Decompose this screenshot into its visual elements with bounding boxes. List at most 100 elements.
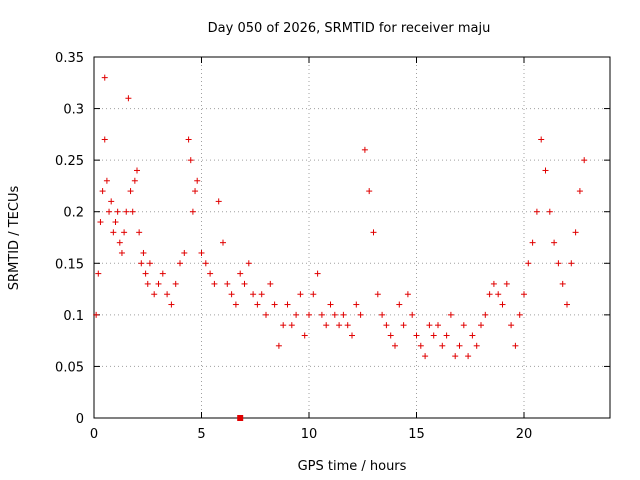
data-point — [108, 198, 115, 205]
y-tick-label: 0.15 — [55, 257, 84, 272]
data-point — [142, 270, 149, 277]
data-point — [374, 291, 381, 298]
data-point — [413, 332, 420, 339]
data-point — [187, 157, 194, 164]
x-axis-label: GPS time / hours — [298, 459, 407, 474]
data-point — [258, 291, 265, 298]
data-point — [228, 291, 235, 298]
data-point — [293, 311, 300, 318]
data-point — [211, 280, 218, 287]
data-point — [116, 239, 123, 246]
data-point — [280, 322, 287, 329]
y-tick-label: 0.05 — [55, 360, 84, 375]
chart-title: Day 050 of 2026, SRMTID for receiver maj… — [208, 21, 491, 36]
data-point — [529, 239, 536, 246]
data-point — [495, 291, 502, 298]
plot-area-border — [93, 56, 611, 419]
data-point — [546, 208, 553, 215]
data-point — [533, 208, 540, 215]
x-tick-label: 0 — [90, 427, 98, 442]
x-tick-label: 15 — [408, 427, 425, 442]
data-point — [404, 291, 411, 298]
data-point — [151, 291, 158, 298]
data-point — [490, 280, 497, 287]
data-point — [443, 332, 450, 339]
data-point — [564, 301, 570, 308]
data-point — [288, 322, 295, 329]
y-tick-label: 0 — [76, 412, 84, 427]
data-point — [512, 342, 519, 349]
y-tick-label: 0.2 — [63, 206, 84, 221]
data-point — [101, 74, 108, 81]
data-point — [473, 342, 480, 349]
data-point — [503, 280, 510, 287]
y-axis: 0 0.05 0.1 0.15 0.2 0.25 0.3 0.35 — [55, 51, 610, 427]
data-point — [127, 188, 134, 195]
outlier-point — [237, 415, 244, 421]
data-point — [559, 280, 566, 287]
data-point — [349, 332, 355, 339]
data-point — [344, 322, 351, 329]
x-tick-label: 20 — [516, 427, 533, 442]
y-tick-label: 0.25 — [55, 154, 84, 169]
data-point — [521, 291, 527, 298]
data-point — [499, 301, 506, 308]
data-point — [486, 291, 493, 298]
data-point — [422, 353, 429, 360]
data-point — [168, 301, 175, 308]
data-point — [112, 219, 119, 226]
data-point — [525, 260, 532, 267]
data-point — [220, 239, 226, 246]
data-point — [146, 260, 153, 267]
data-point — [340, 311, 347, 318]
data-point — [409, 311, 416, 318]
data-point — [417, 342, 424, 349]
data-point — [357, 311, 364, 318]
data-point — [275, 342, 282, 349]
y-tick-label: 0.3 — [63, 103, 84, 118]
data-point — [555, 260, 562, 267]
data-point — [392, 342, 398, 349]
data-point — [144, 280, 151, 287]
data-point — [125, 95, 132, 102]
data-point — [181, 249, 188, 256]
data-point — [581, 157, 588, 164]
data-point — [232, 301, 239, 308]
data-point — [207, 270, 214, 277]
data-point — [284, 301, 291, 308]
y-tick-label: 0.35 — [55, 51, 84, 66]
data-point — [140, 249, 147, 256]
data-point — [185, 136, 192, 143]
data-point — [114, 208, 121, 215]
data-point — [131, 177, 138, 184]
data-point — [189, 208, 196, 215]
data-point — [310, 291, 317, 298]
data-point — [271, 301, 278, 308]
data-point — [370, 229, 377, 236]
data-point — [237, 270, 244, 277]
data-point — [478, 322, 484, 329]
data-point — [129, 208, 136, 215]
data-point — [297, 291, 304, 298]
data-point — [250, 291, 257, 298]
data-point — [118, 249, 125, 256]
data-point — [106, 208, 113, 215]
x-tick-label: 5 — [197, 427, 205, 442]
data-points — [93, 74, 588, 421]
data-point — [323, 322, 330, 329]
data-point — [366, 188, 373, 195]
data-point — [396, 301, 403, 308]
data-point — [136, 229, 143, 236]
data-point — [447, 311, 454, 318]
data-point — [159, 270, 166, 277]
data-point — [435, 322, 441, 329]
data-point — [353, 301, 360, 308]
data-point — [318, 311, 325, 318]
data-point — [202, 260, 209, 267]
grid-lines — [94, 57, 610, 418]
data-point — [103, 177, 110, 184]
data-point — [361, 146, 368, 153]
data-point — [97, 219, 104, 226]
data-point — [263, 311, 269, 318]
